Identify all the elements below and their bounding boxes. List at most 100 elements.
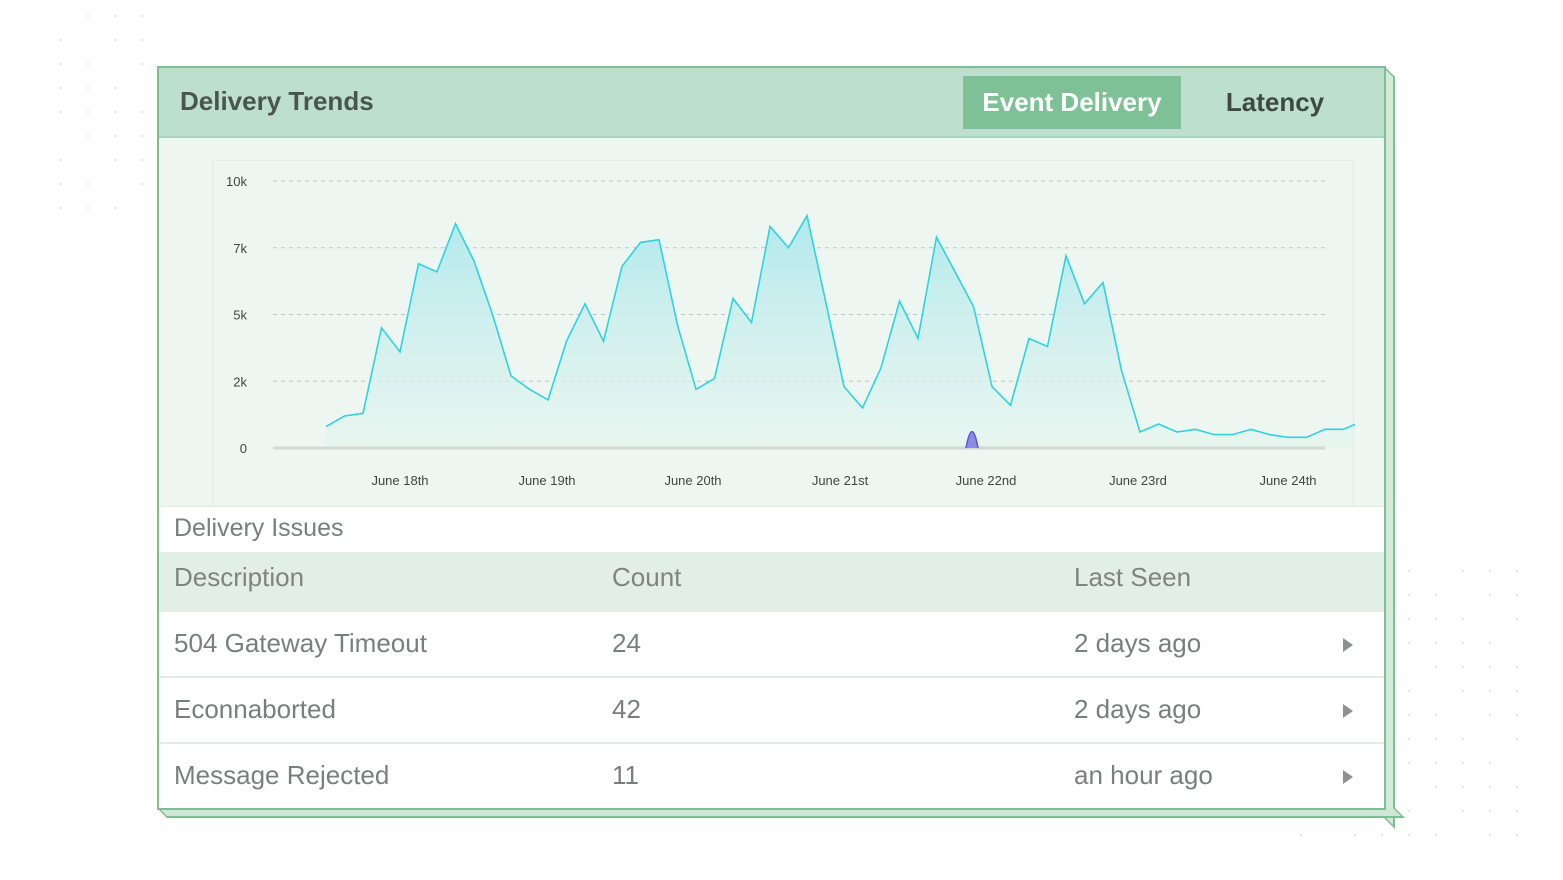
decorative-dot	[87, 15, 89, 17]
y-tick-label: 0	[240, 441, 247, 456]
decorative-dot	[1516, 810, 1518, 812]
decorative-dot	[1435, 762, 1437, 764]
decorative-dot	[1435, 594, 1437, 596]
decorative-dot	[1516, 786, 1518, 788]
decorative-dot	[1516, 594, 1518, 596]
decorative-dot	[1516, 618, 1518, 620]
decorative-dot	[114, 159, 116, 161]
decorative-dot	[141, 63, 143, 65]
decorative-dot	[1516, 690, 1518, 692]
decorative-dot	[60, 63, 62, 65]
issue-count: 11	[612, 760, 639, 790]
page-title: Delivery Trends	[180, 86, 374, 116]
decorative-dot	[1435, 618, 1437, 620]
decorative-dot	[1408, 762, 1410, 764]
decorative-dot	[1489, 594, 1491, 596]
issue-last-seen: 2 days ago	[1074, 628, 1202, 658]
decorative-dot	[60, 39, 62, 41]
decorative-dot	[1381, 834, 1383, 836]
decorative-dot	[1516, 834, 1518, 836]
decorative-dot	[1462, 642, 1464, 644]
decorative-dot	[1462, 762, 1464, 764]
delivery-trends-chart: 10k 7k 5k 2k 0 June 18th June 19th June 20th Ju…	[212, 160, 1355, 522]
decorative-dot	[141, 135, 143, 137]
chart-svg: 10k 7k 5k 2k 0 June 18th June 19th June 20th Ju…	[226, 174, 1355, 488]
y-tick-label: 5k	[233, 308, 247, 323]
secondary-series-spike	[965, 430, 979, 449]
decorative-dot	[1516, 714, 1518, 716]
x-tick-label: June 23rd	[1109, 473, 1167, 488]
decorative-dot	[1462, 786, 1464, 788]
issue-count: 24	[612, 628, 641, 658]
decorative-dot	[1408, 570, 1410, 572]
card-header: Delivery Trends Event Delivery Latency	[159, 68, 1384, 138]
decorative-dots-top-left	[60, 15, 160, 245]
series-line	[325, 213, 1355, 439]
y-tick-label: 2k	[233, 374, 247, 389]
decorative-dot	[1435, 834, 1437, 836]
decorative-dot	[60, 207, 62, 209]
decorative-dot	[60, 87, 62, 89]
decorative-dot	[87, 183, 89, 185]
decorative-dot	[1435, 786, 1437, 788]
decorative-dot	[114, 111, 116, 113]
expand-arrow-icon[interactable]	[1343, 704, 1353, 718]
issue-description: Message Rejected	[174, 760, 390, 790]
decorative-dot	[1489, 714, 1491, 716]
x-tick-label: June 19th	[518, 473, 575, 488]
issue-last-seen: an hour ago	[1074, 760, 1213, 790]
x-tick-label: June 24th	[1259, 473, 1316, 488]
decorative-dot	[1516, 570, 1518, 572]
decorative-dot	[1489, 570, 1491, 572]
table-row[interactable]: 504 Gateway Timeout 24 2 days ago	[159, 610, 1384, 676]
table-row[interactable]: Econnaborted 42 2 days ago	[159, 676, 1384, 742]
decorative-dot	[87, 63, 89, 65]
issue-count: 42	[612, 694, 641, 724]
decorative-dot	[1435, 738, 1437, 740]
decorative-dot	[60, 183, 62, 185]
x-tick-label: June 22nd	[956, 473, 1017, 488]
decorative-dot	[1489, 834, 1491, 836]
decorative-dot	[87, 111, 89, 113]
column-header-last-seen[interactable]: Last Seen	[1074, 562, 1192, 592]
decorative-dot	[1489, 666, 1491, 668]
decorative-dot	[87, 207, 89, 209]
decorative-dot	[1435, 714, 1437, 716]
expand-arrow-icon[interactable]	[1343, 770, 1353, 784]
issue-description: 504 Gateway Timeout	[174, 628, 427, 658]
decorative-dot	[114, 15, 116, 17]
decorative-dot	[141, 15, 143, 17]
issue-description: Econnaborted	[174, 694, 336, 724]
decorative-dot	[60, 111, 62, 113]
decorative-dot	[1462, 738, 1464, 740]
decorative-dot	[1516, 738, 1518, 740]
decorative-dot	[87, 87, 89, 89]
decorative-dot	[1408, 642, 1410, 644]
decorative-dot	[1489, 762, 1491, 764]
column-header-description[interactable]: Description	[174, 562, 305, 592]
decorative-dot	[114, 207, 116, 209]
expand-arrow-icon[interactable]	[1343, 638, 1353, 652]
issues-title: Delivery Issues	[174, 514, 344, 542]
decorative-dot	[114, 87, 116, 89]
decorative-dot	[141, 111, 143, 113]
decorative-dot	[1300, 834, 1302, 836]
issues-section-header: Delivery Issues	[159, 506, 1384, 553]
x-tick-label: June 20th	[664, 473, 721, 488]
column-header-count[interactable]: Count	[612, 562, 682, 592]
tab-event-delivery[interactable]: Event Delivery	[963, 76, 1181, 129]
tab-latency[interactable]: Latency	[1225, 87, 1325, 117]
table-row[interactable]: Message Rejected 11 an hour ago	[159, 742, 1384, 808]
decorative-dot	[114, 39, 116, 41]
decorative-dot	[114, 135, 116, 137]
decorative-dot	[1462, 690, 1464, 692]
decorative-dot	[1489, 810, 1491, 812]
decorative-dot	[1408, 618, 1410, 620]
decorative-dot	[1462, 810, 1464, 812]
decorative-dot	[60, 159, 62, 161]
y-tick-label: 10k	[226, 174, 247, 189]
issue-last-seen: 2 days ago	[1074, 694, 1202, 724]
decorative-dot	[1408, 738, 1410, 740]
y-tick-label: 7k	[233, 241, 247, 256]
decorative-dot	[1516, 666, 1518, 668]
